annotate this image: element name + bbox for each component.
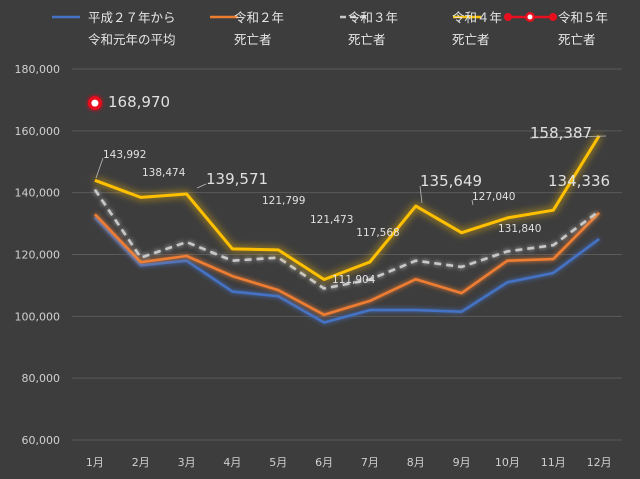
data-label: 139,571: [206, 170, 268, 188]
x-tick-label: 9月: [453, 456, 471, 469]
y-tick-label: 180,000: [15, 63, 61, 76]
data-label: 158,387: [530, 124, 592, 142]
y-tick-label: 120,000: [15, 249, 61, 262]
y-tick-label: 60,000: [22, 434, 61, 447]
data-label: 111,904: [332, 274, 376, 286]
data-label-leader: [471, 199, 474, 206]
x-tick-label: 12月: [587, 456, 612, 469]
legend-marker-inner: [527, 14, 533, 20]
data-label: 121,799: [262, 195, 305, 207]
data-label: 131,840: [498, 223, 541, 235]
x-tick-label: 8月: [407, 456, 425, 469]
data-label: 121,473: [310, 214, 353, 226]
series-line-3: [94, 135, 601, 281]
legend-label: 平成２７年から: [88, 10, 176, 25]
series-line-0: [93, 216, 600, 324]
x-tick-label: 5月: [269, 456, 287, 469]
legend-label: 死亡者: [348, 32, 386, 47]
x-tick-label: 11月: [541, 456, 566, 469]
legend-label: 令和２年: [234, 10, 284, 25]
legend-label: 令和４年: [452, 10, 502, 25]
x-tick-label: 6月: [315, 456, 333, 469]
data-label: 138,474: [142, 167, 186, 179]
series-line-1: [93, 211, 601, 317]
data-label-leader: [196, 183, 207, 189]
data-label-leader: [95, 157, 104, 179]
legend-label: 死亡者: [452, 32, 490, 47]
x-tick-label: 2月: [132, 456, 150, 469]
legend-marker: [549, 13, 557, 21]
x-tick-label: 4月: [223, 456, 241, 469]
x-tick-label: 1月: [86, 456, 104, 469]
data-label-leader: [529, 135, 607, 139]
data-label-leader: [419, 185, 423, 204]
legend-label: 令和元年の平均: [88, 32, 176, 47]
data-label: 127,040: [472, 191, 515, 203]
data-label: 135,649: [420, 172, 482, 190]
y-tick-label: 80,000: [22, 372, 61, 385]
legend-label: 死亡者: [234, 32, 272, 47]
y-tick-label: 160,000: [15, 125, 61, 138]
series-line-2: [93, 188, 600, 290]
y-tick-label: 100,000: [15, 310, 61, 323]
legend-label: 令和３年: [348, 10, 398, 25]
data-label: 117,568: [356, 227, 399, 239]
series-point-inner-4: [91, 99, 99, 107]
y-tick-label: 140,000: [15, 187, 61, 200]
legend-label: 死亡者: [558, 32, 596, 47]
x-tick-label: 10月: [495, 456, 520, 469]
legend-marker: [504, 13, 512, 21]
data-label: 134,336: [548, 172, 610, 190]
data-label: 143,992: [103, 149, 146, 161]
legend-label: 令和５年: [558, 10, 608, 25]
x-tick-label: 3月: [178, 456, 196, 469]
x-tick-label: 7月: [361, 456, 379, 469]
data-label: 168,970: [108, 93, 170, 111]
